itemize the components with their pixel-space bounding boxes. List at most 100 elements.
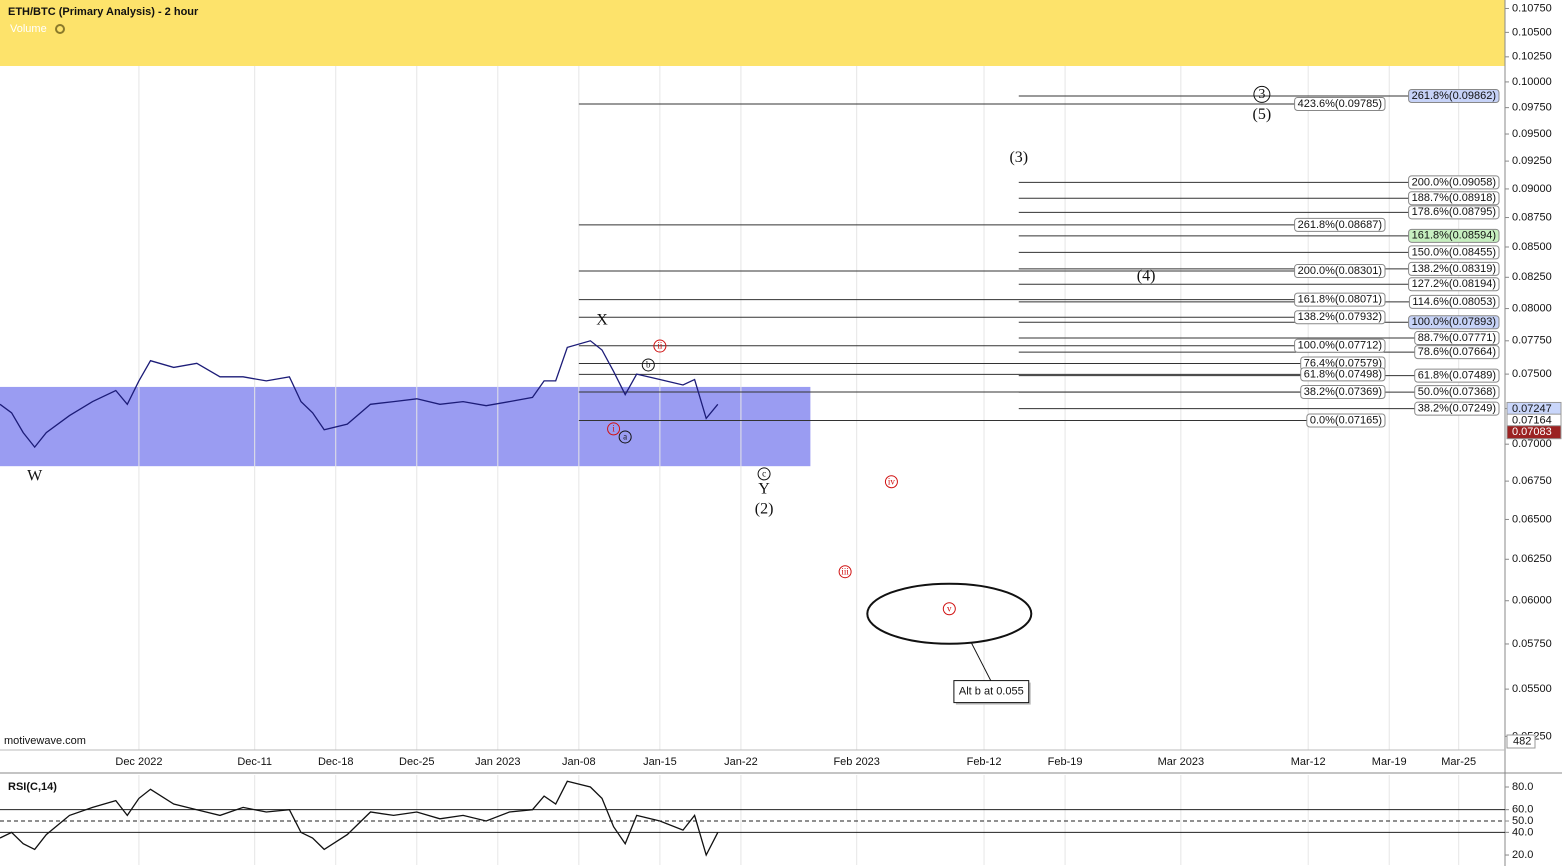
- y-tick-label: 0.09000: [1512, 183, 1552, 195]
- wave-circle: [641, 358, 655, 372]
- wave-label: (4): [1137, 268, 1156, 285]
- price-marker-label: 0.07247: [1512, 403, 1552, 415]
- fib-label: 78.6%(0.07664): [1418, 346, 1496, 358]
- y-tick-label: 0.10500: [1512, 26, 1552, 38]
- wave-label: (5): [1253, 106, 1272, 123]
- fib-label: 100.0%(0.07712): [1298, 340, 1382, 352]
- fib-label: 161.8%(0.08594): [1412, 230, 1496, 242]
- wave-circle: [884, 475, 898, 489]
- wave-circle: [1253, 85, 1271, 103]
- price-marker: [1506, 425, 1562, 440]
- fib-label: 188.7%(0.08918): [1412, 192, 1496, 204]
- x-tick-label: Dec 2022: [115, 756, 162, 768]
- rsi-tick-label: 50.0: [1512, 815, 1533, 827]
- chart-title: ETH/BTC (Primary Analysis) - 2 hour: [8, 6, 199, 18]
- y-tick-label: 0.09750: [1512, 102, 1552, 114]
- wave-label: a: [623, 432, 627, 442]
- wave-circle: [942, 602, 956, 616]
- volume-marker: [1506, 734, 1536, 749]
- fib-label-box: [1414, 385, 1500, 400]
- fib-label: 150.0%(0.08455): [1412, 246, 1496, 258]
- wave-label: 3: [1258, 87, 1265, 102]
- wave-label: iv: [888, 476, 896, 486]
- wave-circle: [618, 430, 632, 444]
- y-tick-label: 0.10750: [1512, 2, 1552, 14]
- settings-icon[interactable]: [55, 24, 65, 34]
- fib-label-box: [1408, 294, 1500, 309]
- volume-header-band: [0, 0, 1505, 66]
- fib-label-box: [1408, 245, 1500, 260]
- wave-label: iii: [841, 566, 849, 576]
- wave-circle: [653, 339, 667, 353]
- wave-label: X: [596, 312, 608, 329]
- fib-label: 50.0%(0.07368): [1418, 386, 1496, 398]
- fib-label-box: [1408, 315, 1500, 330]
- volume-axis-label: 482: [1513, 735, 1531, 747]
- fib-label: 38.2%(0.07249): [1418, 403, 1496, 415]
- fib-label: 114.6%(0.08053): [1412, 296, 1496, 308]
- wave-circle: [757, 467, 771, 481]
- y-tick-label: 0.08250: [1512, 271, 1552, 283]
- wave-label: b: [646, 360, 651, 370]
- fib-label-box: [1408, 205, 1500, 220]
- fib-label-box: [1294, 96, 1386, 111]
- price-marker-label: 0.07164: [1512, 415, 1552, 427]
- fib-label: 200.0%(0.09058): [1412, 176, 1496, 188]
- x-tick-label: Jan-08: [562, 756, 596, 768]
- price-marker-label: 0.07083: [1512, 426, 1552, 438]
- callout-box: [953, 680, 1030, 704]
- fib-label-box: [1294, 338, 1386, 353]
- wave-label: (2): [755, 500, 774, 517]
- fib-label-box: [1408, 89, 1500, 104]
- rsi-line: [0, 780, 719, 857]
- support-zone: [0, 386, 811, 467]
- y-tick-label: 0.10250: [1512, 51, 1552, 63]
- fib-label: 138.2%(0.08319): [1412, 263, 1496, 275]
- y-tick-label: 0.06000: [1512, 595, 1552, 607]
- y-tick-label: 0.07750: [1512, 335, 1552, 347]
- fib-label-box: [1300, 367, 1386, 382]
- x-tick-label: Jan-22: [724, 756, 758, 768]
- fib-label: 61.8%(0.07489): [1418, 370, 1496, 382]
- fib-label: 178.6%(0.08795): [1412, 206, 1496, 218]
- y-tick-label: 0.07000: [1512, 438, 1552, 450]
- y-tick-label: 0.10000: [1512, 76, 1552, 88]
- fib-label: 261.8%(0.08687): [1298, 219, 1382, 231]
- y-tick-label: 0.09500: [1512, 128, 1552, 140]
- fib-label: 61.8%(0.07498): [1304, 368, 1382, 380]
- fib-label: 261.8%(0.09862): [1412, 90, 1496, 102]
- fib-label: 0.0%(0.07165): [1310, 414, 1382, 426]
- y-tick-label: 0.05750: [1512, 638, 1552, 650]
- y-tick-label: 0.08500: [1512, 241, 1552, 253]
- fib-label-box: [1300, 385, 1386, 400]
- x-tick-label: Jan-15: [643, 756, 677, 768]
- fib-label: 76.4%(0.07579): [1304, 357, 1382, 369]
- y-tick-label: 0.09250: [1512, 155, 1552, 167]
- wave-label: v: [947, 603, 952, 613]
- fib-label-box: [1408, 228, 1500, 243]
- rsi-tick-label: 60.0: [1512, 804, 1533, 816]
- x-tick-label: Mar 2023: [1158, 756, 1204, 768]
- price-line: [0, 340, 719, 449]
- x-tick-label: Feb-12: [967, 756, 1002, 768]
- wave-label: W: [27, 467, 43, 484]
- y-tick-label: 0.08000: [1512, 302, 1552, 314]
- fib-label-box: [1414, 401, 1500, 416]
- fib-label-box: [1414, 368, 1500, 383]
- fib-label-box: [1414, 331, 1500, 346]
- x-tick-label: Mar-12: [1291, 756, 1326, 768]
- fib-label-box: [1294, 292, 1386, 307]
- x-tick-label: Mar-19: [1372, 756, 1407, 768]
- wave-label: ii: [657, 341, 663, 351]
- fib-label: 200.0%(0.08301): [1298, 265, 1382, 277]
- fib-label: 38.2%(0.07369): [1304, 386, 1382, 398]
- rsi-tick-label: 20.0: [1512, 849, 1533, 861]
- fib-label-box: [1414, 345, 1500, 360]
- wave-label: Y: [758, 481, 770, 498]
- y-tick-label: 0.05500: [1512, 683, 1552, 695]
- x-tick-label: Dec-25: [399, 756, 434, 768]
- background-layer: [0, 66, 1460, 865]
- x-tick-label: Mar-25: [1441, 756, 1476, 768]
